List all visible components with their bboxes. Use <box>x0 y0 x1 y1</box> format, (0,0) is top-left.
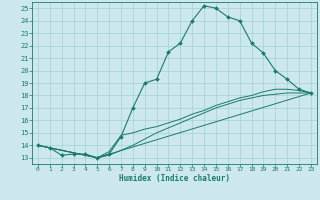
X-axis label: Humidex (Indice chaleur): Humidex (Indice chaleur) <box>119 174 230 183</box>
